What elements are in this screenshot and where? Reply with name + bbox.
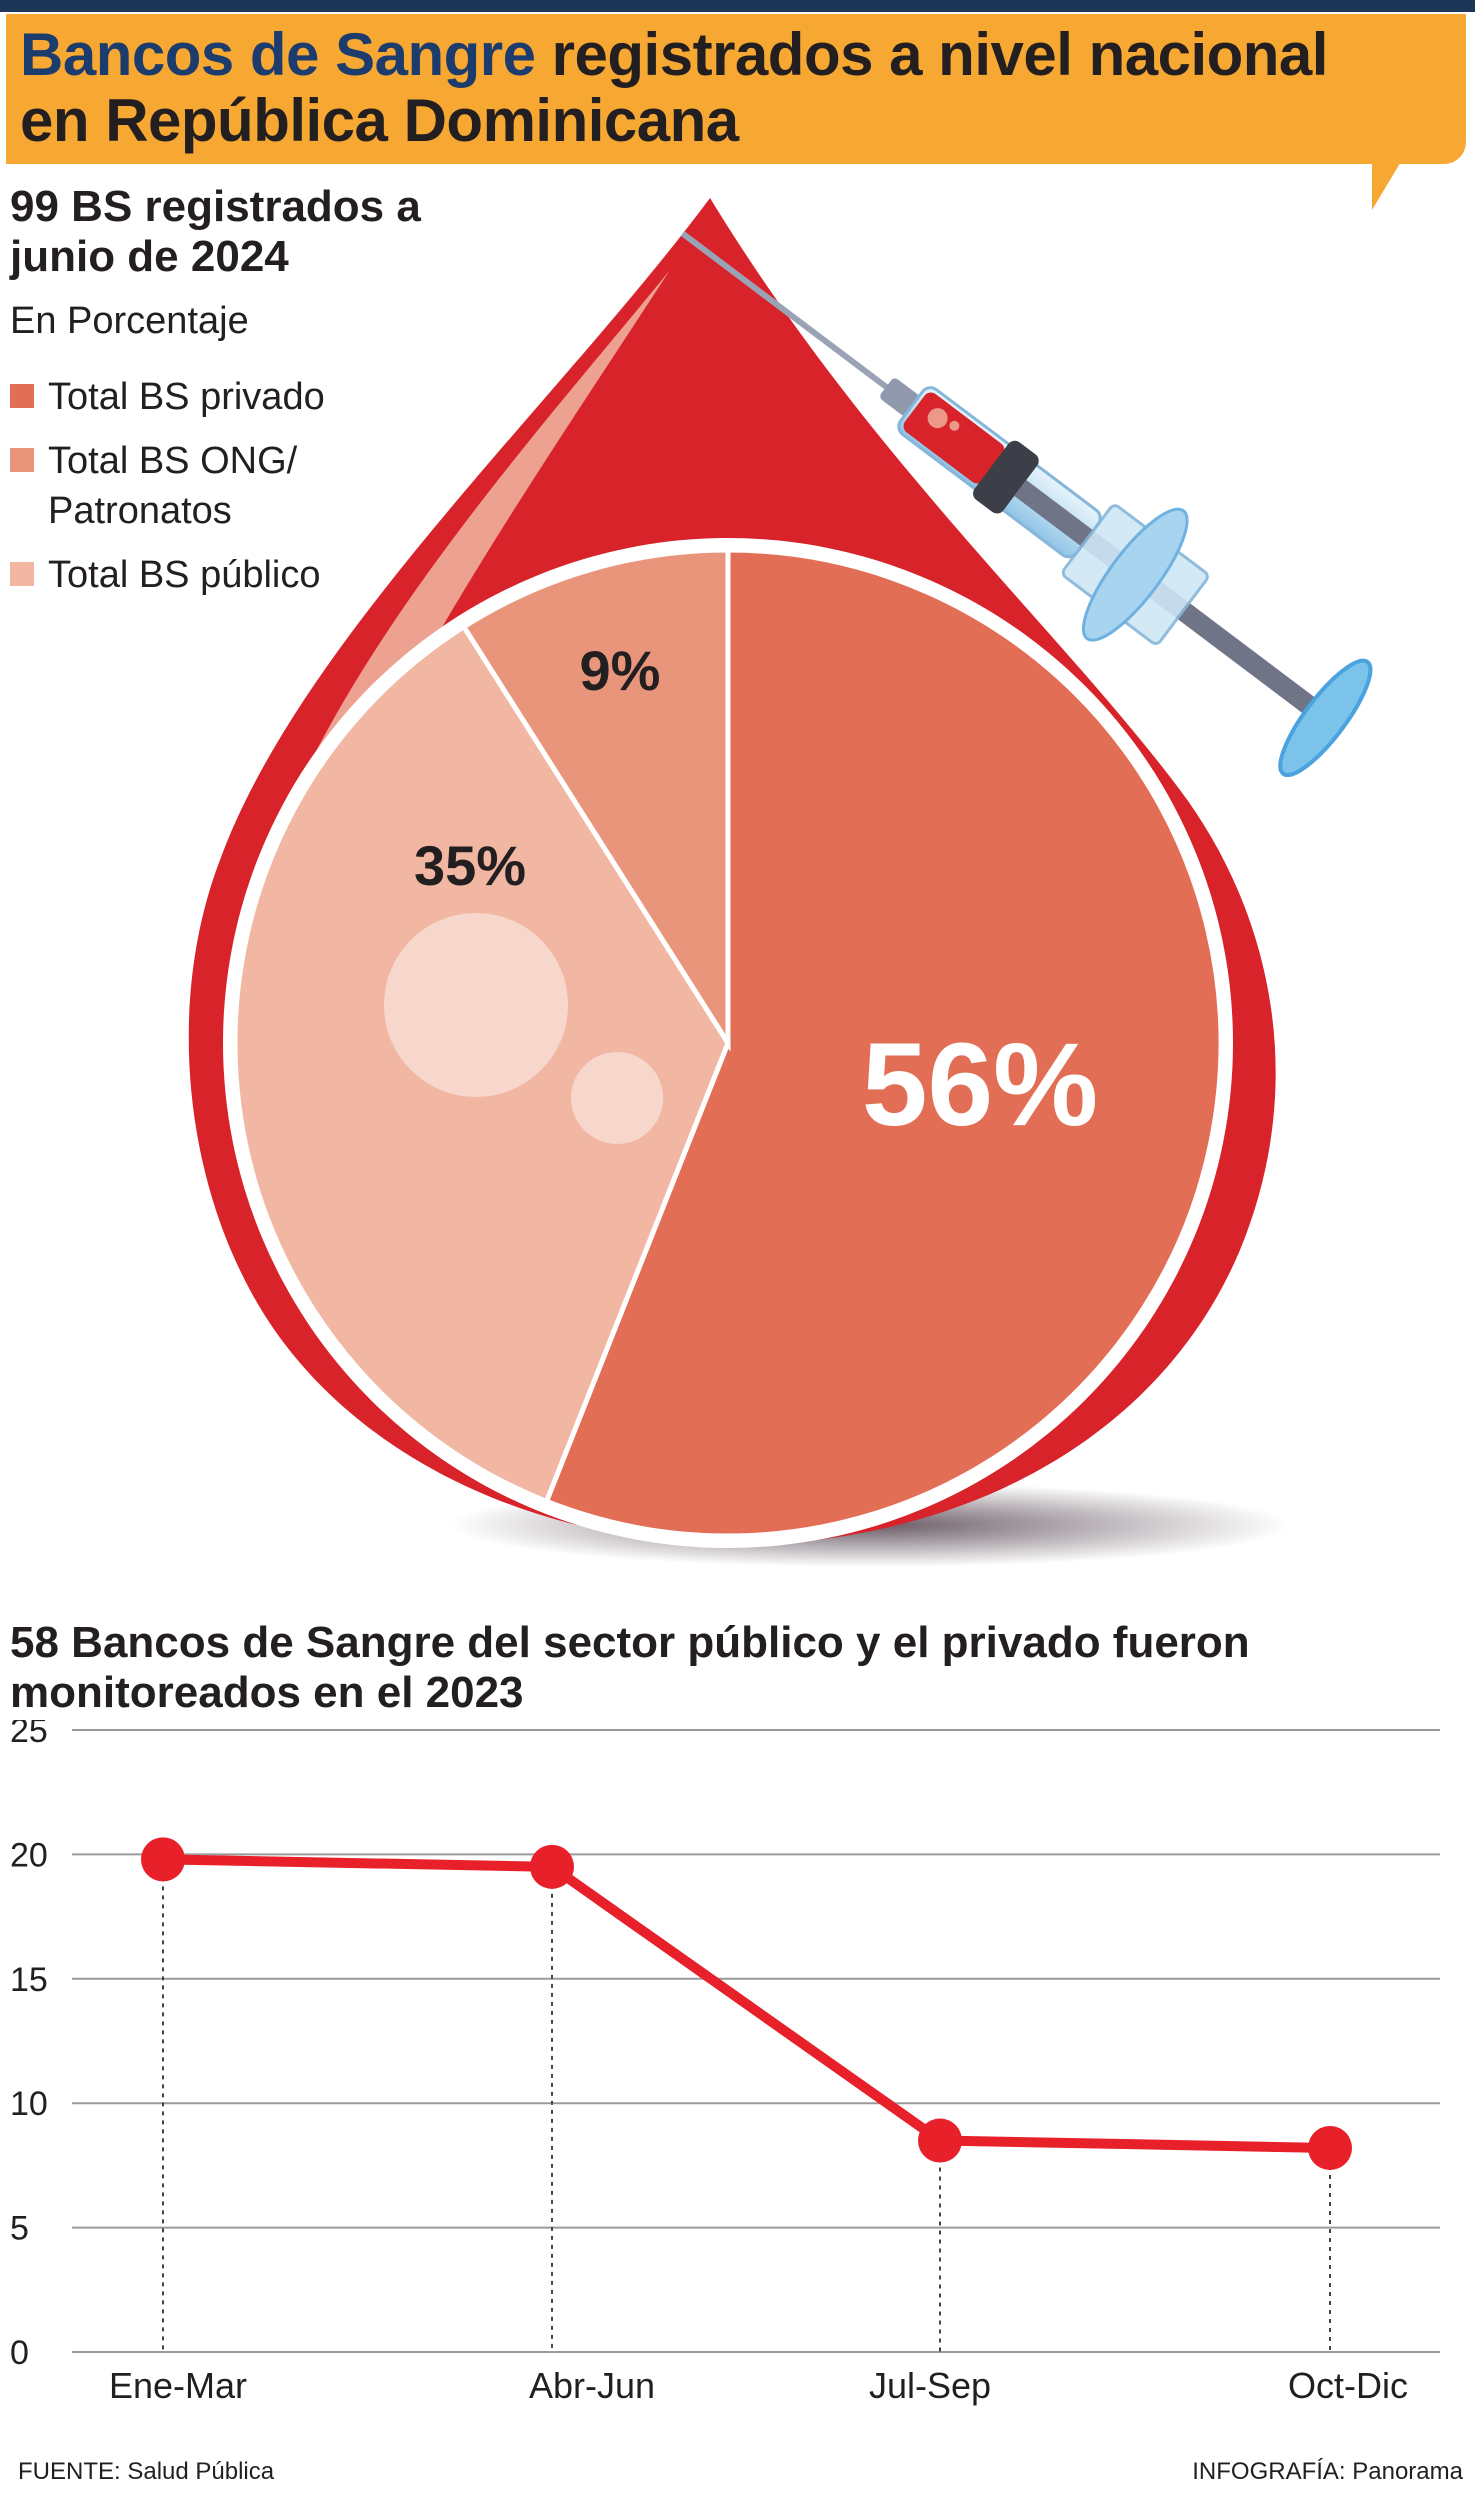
pie-label-privado: 56% [862,1019,1098,1151]
legend-item-privado: Total BS privado [10,372,348,422]
blood-drop-pie-chart: 56% 9% 35% [188,198,1373,1567]
legend-swatch-publico [10,562,34,586]
line-chart-title: 58 Bancos de Sangre del sector público y… [10,1618,1250,1717]
legend-item-publico: Total BS público [10,550,348,600]
y-tick-label: 25 [10,1720,48,1750]
line-chart-series [141,1837,1352,2170]
x-tick-label: Abr-Jun [529,2365,655,2406]
legend-swatch-privado [10,384,34,408]
series-line [162,1854,1331,2153]
title-rest: registrados a nivel nacional [535,21,1329,88]
data-point [1308,2125,1352,2170]
pie-legend: Total BS privado Total BS ONG/ Patronato… [10,372,348,614]
y-tick-label: 0 [10,2334,29,2372]
y-tick-label: 15 [10,1961,48,1999]
bubble-small [571,1052,663,1144]
title-line2: en República Dominicana [20,87,739,154]
legend-item-ong: Total BS ONG/ Patronatos [10,436,348,536]
footer-source: FUENTE: Salud Pública [18,2458,275,2485]
line-chart-y-ticks: 0 5 10 15 20 25 [10,1720,48,2372]
syringe-icon [680,230,1373,778]
top-bar [0,0,1475,12]
x-tick-label: Ene-Mar [109,2365,247,2406]
legend-swatch-ong [10,448,34,472]
footer-credit: INFOGRAFÍA: Panorama [1192,2458,1463,2485]
data-point [918,2118,962,2163]
pie-slice-ong [460,547,731,1052]
pie-chart-title: 99 BS registrados a junio de 2024 [10,182,421,281]
x-tick-label: Oct-Dic [1288,2365,1408,2406]
pie-slice-privado [543,547,1224,1539]
legend-label-privado: Total BS privado [48,376,325,418]
bubble-large [384,913,568,1097]
y-tick-label: 10 [10,2085,48,2123]
pie-slices [232,547,1224,1539]
data-point [141,1837,185,1882]
line-chart: 0 5 10 15 20 25 Ene-Mar Abr-Jun Jul-Sep Oct-Dic [10,1720,1440,2406]
header-banner-tail [1372,150,1408,210]
line-chart-guides [162,1859,1331,2352]
line-chart-x-ticks: Ene-Mar Abr-Jun Jul-Sep Oct-Dic [109,2365,1408,2406]
legend-label-publico: Total BS público [48,554,321,596]
pie-chart-subtitle: En Porcentaje [10,300,249,342]
pie-slice-publico [232,623,731,1505]
title-accent: Bancos de Sangre [20,21,536,88]
pie-label-ong: 9% [580,639,661,702]
line-chart-grid [72,1729,1440,2353]
legend-label-ong: Total BS ONG/ Patronatos [48,440,298,532]
y-tick-label: 5 [10,2210,29,2248]
page-title: Bancos de Sangre registrados a nivel nac… [20,22,1328,154]
header-banner [6,14,1466,164]
x-tick-label: Jul-Sep [869,2365,991,2406]
pie-label-publico: 35% [414,834,526,897]
y-tick-label: 20 [10,1836,48,1874]
data-point [530,1844,574,1889]
